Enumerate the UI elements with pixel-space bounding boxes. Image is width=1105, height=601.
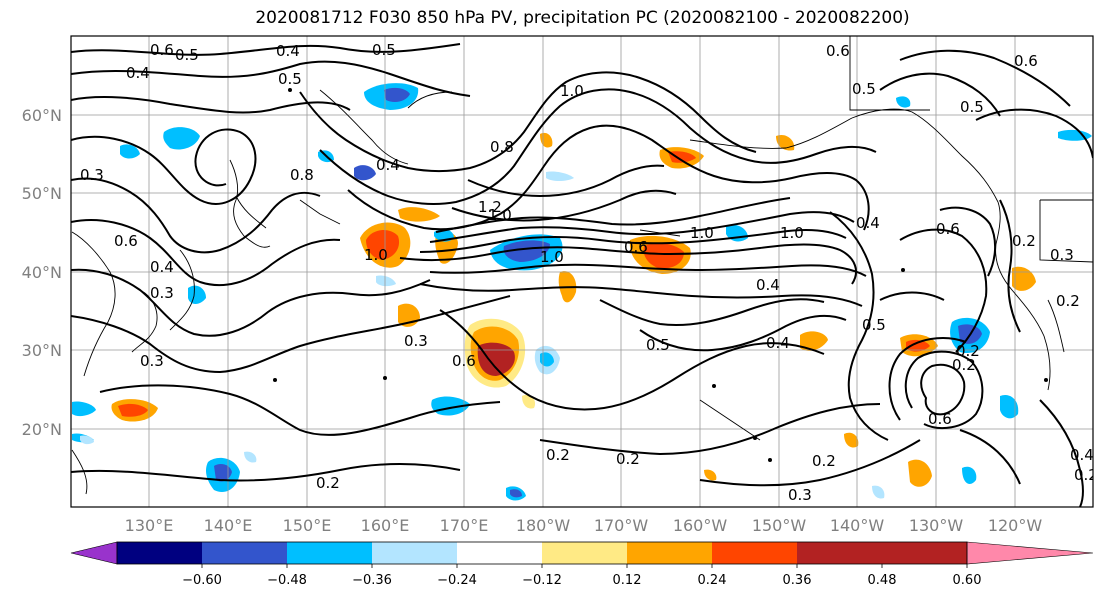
contour-label: 0.4 (766, 334, 790, 352)
contour-label: 0.3 (404, 332, 428, 350)
contour-label: 0.4 (756, 276, 780, 294)
contour-label: 0.3 (140, 352, 164, 370)
contour-label: 1.0 (560, 82, 584, 100)
contour-label: 0.5 (646, 336, 670, 354)
colorbar-tick-label: −0.36 (352, 573, 392, 588)
colorbar-extend-high (966, 541, 1094, 565)
contour-label: 1.0 (364, 246, 388, 264)
colorbar-swatch (627, 542, 712, 564)
lon-label: 170°E (440, 516, 489, 535)
contour-label: 0.2 (956, 342, 980, 360)
colorbar-tick-label: −0.24 (437, 573, 477, 588)
contour-label: 0.5 (372, 41, 396, 59)
contour-label: 0.5 (960, 98, 984, 116)
colorbar-swatch (287, 542, 372, 564)
colorbar-tick-label: 0.36 (783, 573, 812, 588)
colorbar-tick-label: 0.12 (613, 573, 642, 588)
colorbar-swatch (372, 542, 457, 564)
colorbar: −0.60 −0.48 −0.36 −0.24 −0.12 0.12 0.24 … (70, 541, 1094, 588)
lon-label: 160°E (361, 516, 410, 535)
contour-label: 0.6 (150, 41, 174, 59)
lon-label: 140°W (830, 516, 885, 535)
map-frame (70, 35, 1094, 508)
lon-label: 160°W (673, 516, 728, 535)
contour-label: 0.3 (1050, 246, 1074, 264)
contour-label: 0.6 (452, 352, 476, 370)
lon-label: 150°E (283, 516, 332, 535)
contour-label: 0.8 (290, 166, 314, 184)
contour-label: 0.2 (1056, 292, 1080, 310)
colorbar-swatch (117, 542, 202, 564)
map-title: 2020081712 F030 850 hPa PV, precipitatio… (255, 8, 910, 28)
colorbar-tick-label: −0.60 (182, 573, 222, 588)
contour-label: 0.6 (1014, 52, 1038, 70)
lat-label: 30°N (22, 341, 62, 360)
lat-label: 40°N (22, 263, 62, 282)
contour-label: 0.3 (150, 284, 174, 302)
lon-label: 130°E (125, 516, 174, 535)
lon-label: 120°W (988, 516, 1043, 535)
contour-label: 0.6 (826, 42, 850, 60)
colorbar-swatch (882, 542, 967, 564)
contour-label: 1.0 (540, 248, 564, 266)
contour-label: 0.3 (80, 166, 104, 184)
lon-label: 130°W (909, 516, 964, 535)
lat-label: 60°N (22, 106, 62, 125)
contour-label: 1.0 (780, 224, 804, 242)
colorbar-tick-label: 0.48 (868, 573, 897, 588)
contour-label: 0.5 (862, 316, 886, 334)
contour-label: 1.0 (488, 206, 512, 224)
contour-label: 0.2 (952, 356, 976, 374)
contour-label: 0.4 (150, 258, 174, 276)
contour-label: 0.6 (928, 410, 952, 428)
contour-label: 1.0 (690, 224, 714, 242)
contour-label: 0.2 (1012, 232, 1036, 250)
latitude-labels: 60°N 50°N 40°N 30°N 20°N (22, 106, 62, 439)
graticule (71, 36, 1093, 507)
lon-label: 170°W (594, 516, 649, 535)
contour-label: 0.6 (936, 220, 960, 238)
lon-label: 180°W (516, 516, 571, 535)
contour-label: 0.4 (1070, 446, 1094, 464)
contour-label: 0.4 (376, 156, 400, 174)
map-area (71, 36, 1093, 507)
contour-label: 0.4 (856, 214, 880, 232)
colorbar-swatch (542, 542, 627, 564)
longitude-labels: 130°E 140°E 150°E 160°E 170°E 180°W 170°… (125, 516, 1043, 535)
contour-label: 0.3 (788, 486, 812, 504)
contour-label-group: 0.6 0.5 0.4 0.5 0.5 0.4 0.6 0.5 0.6 1.0 … (80, 41, 1098, 504)
contour-label: 0.8 (490, 138, 514, 156)
contour-label: 0.2 (546, 446, 570, 464)
contour-label: 0.6 (624, 238, 648, 256)
contour-label: 0.5 (852, 80, 876, 98)
lat-label: 20°N (22, 420, 62, 439)
contour-label: 1.2 (478, 198, 502, 216)
colorbar-swatch (202, 542, 287, 564)
lon-label: 150°W (752, 516, 807, 535)
contour-label: 0.6 (114, 232, 138, 250)
colorbar-tick-label: −0.12 (522, 573, 562, 588)
colorbar-swatch (712, 542, 797, 564)
contour-label: 0.5 (175, 46, 199, 64)
contour-label: 0.5 (278, 70, 302, 88)
contour-label: 0.4 (276, 42, 300, 60)
lon-label: 140°E (204, 516, 253, 535)
colorbar-tick-label: 0.60 (953, 573, 982, 588)
contour-label: 0.4 (126, 64, 150, 82)
contour-label: 0.2 (316, 474, 340, 492)
small-features (273, 88, 1048, 462)
colorbar-swatch (457, 542, 542, 564)
contour-label: 0.2 (1074, 466, 1098, 484)
coastlines (71, 36, 1093, 495)
colorbar-extend-low (70, 541, 118, 565)
contour-label: 0.2 (616, 450, 640, 468)
lat-label: 50°N (22, 184, 62, 203)
colorbar-tick-label: 0.24 (698, 573, 727, 588)
colorbar-swatch (797, 542, 882, 564)
contour-label: 0.2 (812, 452, 836, 470)
colorbar-tick-label: −0.48 (267, 573, 307, 588)
pv-contours (71, 43, 1093, 507)
